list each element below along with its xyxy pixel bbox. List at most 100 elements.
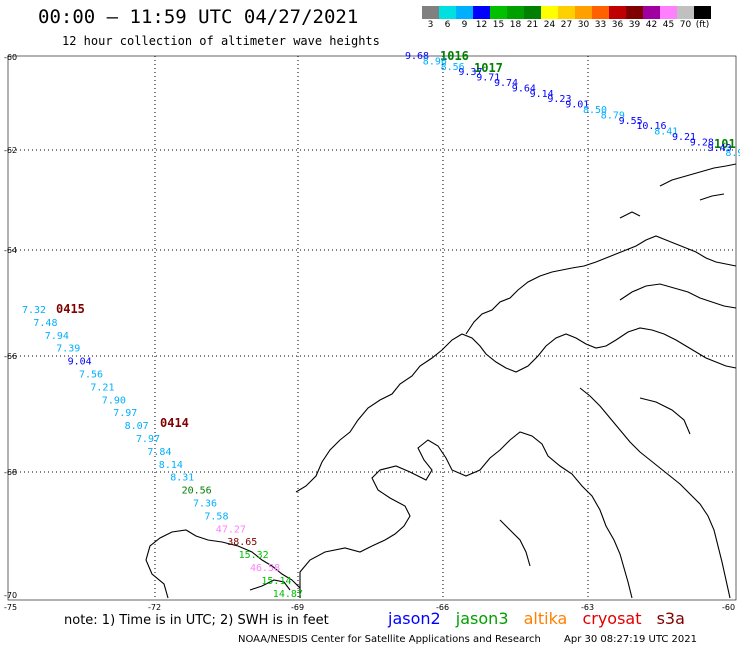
- legend-swatch: [524, 6, 541, 19]
- legend-swatch: [439, 6, 456, 19]
- credit-text: NOAA/NESDIS Center for Satellite Applica…: [238, 634, 541, 645]
- legend-swatch: [507, 6, 524, 19]
- lat-axis-labels: -60 -62 -64 -66 -68 -70: [4, 53, 17, 600]
- legend-swatch: [456, 6, 473, 19]
- legend-tick: 70: [679, 20, 692, 30]
- lon-label: -69: [291, 603, 304, 612]
- cycle-label: 1016: [440, 49, 469, 63]
- legend-swatch: [490, 6, 507, 19]
- legend-swatch: [541, 6, 558, 19]
- credit-date: Apr 30 08:27:19 UTC 2021: [564, 634, 697, 645]
- legend-tick: 45: [662, 20, 675, 30]
- legend-swatch: [592, 6, 609, 19]
- wave-height-label: 7.21: [90, 382, 114, 393]
- satellite-cryosat: cryosat: [582, 609, 642, 628]
- wave-height-label: 8.56: [441, 62, 465, 73]
- wave-height-label: 8.79: [601, 110, 625, 121]
- wave-height-label: 7.94: [45, 331, 69, 342]
- footnote: note: 1) Time is in UTC; 2) SWH is in fe…: [64, 613, 329, 628]
- wave-height-label: 9.68: [405, 51, 429, 62]
- track-east: 9.688.968.569.379.719.749.649.149.239.01…: [405, 51, 740, 159]
- legend-swatch: [609, 6, 626, 19]
- legend-tick: 33: [594, 20, 607, 30]
- lat-label: -64: [4, 246, 17, 255]
- page-subtitle: 12 hour collection of altimeter wave hei…: [62, 34, 380, 48]
- wave-height-label: 7.97: [136, 434, 160, 445]
- lat-label: -68: [4, 468, 17, 477]
- map-frame: [7, 55, 737, 601]
- wave-height-label: 9.71: [476, 73, 500, 84]
- wave-height-label: 9.43: [708, 143, 732, 154]
- legend-tick: 42: [645, 20, 658, 30]
- color-legend: [422, 6, 711, 19]
- wave-height-label: 10.16: [636, 121, 666, 132]
- legend-tick: (ft): [695, 20, 710, 30]
- cycle-label: 101: [714, 137, 736, 151]
- wave-height-label: 7.97: [113, 408, 137, 419]
- satellite-legend: jason2 jason3 altika cryosat s3a: [388, 609, 695, 628]
- legend-tick: 39: [628, 20, 641, 30]
- wave-height-label: 9.23: [547, 94, 571, 105]
- wave-height-label: 20.56: [182, 486, 212, 497]
- satellite-jason2: jason2: [388, 609, 441, 628]
- wave-height-label: 8.41: [654, 127, 678, 138]
- legend-tick: 12: [475, 20, 488, 30]
- wave-height-label: 7.39: [56, 344, 80, 355]
- wave-height-label: 9.64: [512, 83, 536, 94]
- wave-height-label: 7.84: [147, 447, 171, 458]
- lat-label: -66: [4, 352, 17, 361]
- lat-label: -62: [4, 146, 17, 155]
- wave-height-label: 7.36: [193, 499, 217, 510]
- legend-tick: 6: [444, 20, 451, 30]
- wave-height-label: 9.21: [672, 132, 696, 143]
- legend-swatch: [575, 6, 592, 19]
- page-title: 00:00 – 11:59 UTC 04/27/2021: [38, 6, 359, 28]
- legend-swatch: [643, 6, 660, 19]
- legend-tick: 36: [611, 20, 624, 30]
- legend-tick: 9: [461, 20, 468, 30]
- cycle-label: 1017: [474, 61, 503, 75]
- wave-height-label: 9.04: [68, 357, 92, 368]
- color-legend-ticks: 3 6 9 12 15 18 21 24 27 30 33 36 39 42 45 70 (ft): [422, 20, 711, 30]
- satellite-altika: altika: [523, 609, 568, 628]
- lon-label: -60: [722, 603, 735, 612]
- lon-label: -75: [4, 603, 17, 612]
- wave-height-label: 8.07: [125, 421, 149, 432]
- wave-height-label: 7.90: [102, 395, 126, 406]
- wave-height-label: 15.32: [239, 550, 269, 561]
- wave-height-label: 9.55: [619, 116, 643, 127]
- wave-height-label: 9.74: [494, 78, 518, 89]
- legend-swatch: [473, 6, 490, 19]
- legend-tick: 27: [560, 20, 573, 30]
- legend-swatch: [422, 6, 439, 19]
- wave-height-label: 9.28: [690, 137, 714, 148]
- wave-height-label: 7.58: [204, 511, 228, 522]
- wave-height-label: 9.14: [530, 89, 554, 100]
- wave-height-label: 7.48: [33, 318, 57, 329]
- wave-height-label: 8.50: [583, 105, 607, 116]
- credit-line: NOAA/NESDIS Center for Satellite Applica…: [238, 634, 697, 645]
- wave-height-label: 46.58: [250, 563, 280, 574]
- lon-label: -72: [148, 603, 161, 612]
- cycle-labels: 1016 1017 101 0415 0414: [56, 49, 736, 430]
- wave-height-label: 15.14: [261, 576, 291, 587]
- legend-tick: 21: [526, 20, 539, 30]
- wave-height-label: 8.14: [159, 460, 183, 471]
- wave-height-label: 7.56: [79, 370, 103, 381]
- legend-tick: 3: [427, 20, 434, 30]
- lon-label: -66: [436, 603, 449, 612]
- satellite-s3a: s3a: [656, 609, 685, 628]
- wave-height-label: 38.65: [227, 537, 257, 548]
- wave-height-label: 9.37: [458, 67, 482, 78]
- legend-tick: 15: [492, 20, 505, 30]
- legend-swatch: [677, 6, 694, 19]
- wave-height-label: 8.96: [423, 56, 447, 67]
- lat-label: -70: [4, 591, 17, 600]
- legend-swatch: [660, 6, 677, 19]
- wave-height-label: 9.01: [565, 100, 589, 111]
- legend-tick: 18: [509, 20, 522, 30]
- lon-label: -63: [581, 603, 594, 612]
- wave-height-label: 8.31: [170, 473, 194, 484]
- cycle-label: 0414: [160, 416, 189, 430]
